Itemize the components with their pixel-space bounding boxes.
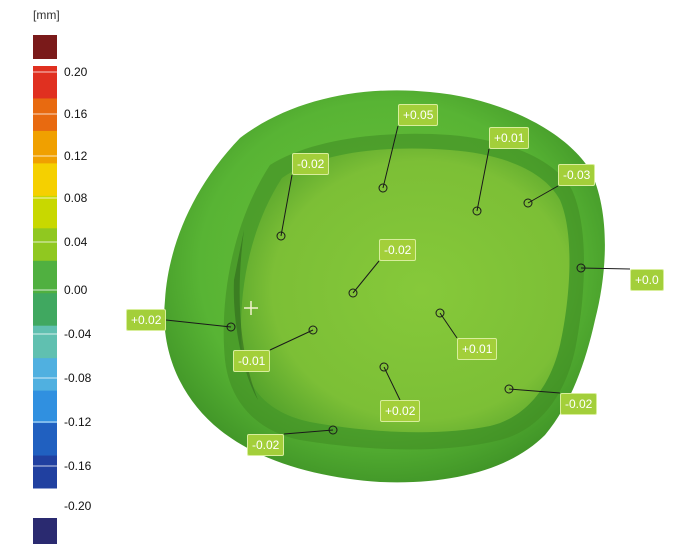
scale-tick-label: 0.16: [64, 107, 88, 121]
deviation-label[interactable]: -0.03: [558, 164, 596, 186]
scale-tick-label: -0.04: [64, 327, 92, 341]
measurement-point[interactable]: [379, 362, 389, 372]
deviation-leader-line: [269, 329, 314, 351]
scale-tick-label: 0.08: [64, 191, 88, 205]
scale-tick-label: -0.20: [64, 499, 92, 513]
measurement-point[interactable]: [226, 322, 236, 332]
measurement-point[interactable]: [504, 384, 514, 394]
measurement-point[interactable]: [348, 288, 358, 298]
deviation-leader-line: [283, 429, 334, 435]
deviation-label[interactable]: +0.01: [489, 127, 530, 149]
deviation-label[interactable]: +0.0: [630, 269, 664, 291]
scale-band: [33, 358, 57, 392]
deviation-leader-line: [352, 260, 380, 294]
scale-tick-label: 0.04: [64, 235, 88, 249]
scale-band: [33, 163, 57, 197]
deviation-leader-line: [382, 125, 399, 189]
measurement-point[interactable]: [472, 206, 482, 216]
measurement-point[interactable]: [523, 198, 533, 208]
scale-tick-label: -0.12: [64, 415, 92, 429]
deviation-leader-line: [439, 312, 458, 339]
scale-band: [33, 423, 57, 457]
deviation-leader-line: [508, 388, 561, 394]
measurement-point[interactable]: [576, 263, 586, 273]
color-scale-bar: [33, 35, 57, 544]
measurement-point[interactable]: [435, 308, 445, 318]
deviation-leader-line: [476, 148, 490, 212]
deviation-leader-line: [165, 319, 232, 328]
measurement-point[interactable]: [276, 231, 286, 241]
scale-band: [33, 260, 57, 294]
scale-unit-label: [mm]: [33, 8, 60, 22]
deviation-leader-line: [280, 174, 293, 237]
scale-cap-top: [33, 35, 57, 59]
scale-tick-label: -0.08: [64, 371, 92, 385]
deviation-label[interactable]: -0.02: [247, 434, 285, 456]
scale-band: [33, 195, 57, 229]
measurement-point[interactable]: [308, 325, 318, 335]
model-inner-cavity: [241, 148, 570, 433]
scale-tick-label: 0.20: [64, 65, 88, 79]
scale-tick-label: -0.16: [64, 459, 92, 473]
scale-band: [33, 325, 57, 359]
scale-cap-bottom: [33, 518, 57, 544]
deviation-label[interactable]: -0.02: [292, 153, 330, 175]
scale-band: [33, 390, 57, 424]
scale-tick-label: 0.12: [64, 149, 88, 163]
scale-band: [33, 98, 57, 132]
measurement-point[interactable]: [378, 183, 388, 193]
scale-band: [33, 66, 57, 99]
scale-tick-label: 0.00: [64, 283, 88, 297]
deviation-leader-line: [383, 366, 401, 401]
scale-band: [33, 130, 57, 164]
scale-band: [33, 293, 57, 327]
deviation-label[interactable]: +0.05: [398, 104, 439, 126]
deviation-label[interactable]: +0.02: [126, 309, 167, 331]
model-shadow: [233, 230, 258, 400]
measurement-point[interactable]: [328, 425, 338, 435]
cursor-crosshair: [244, 301, 258, 315]
deviation-leader-line: [527, 185, 559, 204]
deviation-label[interactable]: -0.02: [379, 239, 417, 261]
deviation-leader-line: [580, 267, 631, 270]
deviation-label[interactable]: +0.01: [457, 338, 498, 360]
deviation-label[interactable]: -0.02: [560, 393, 598, 415]
scale-band: [33, 455, 57, 489]
deviation-label[interactable]: +0.02: [380, 400, 421, 422]
deviation-label[interactable]: -0.01: [233, 350, 271, 372]
scale-band: [33, 228, 57, 262]
